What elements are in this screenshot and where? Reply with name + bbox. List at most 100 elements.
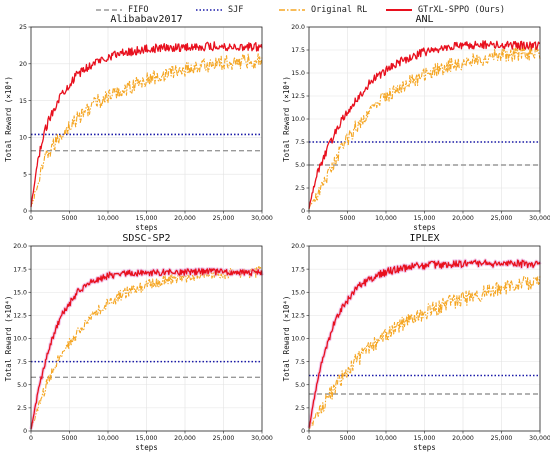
y-tick-label: 2.5 [295,185,305,192]
y-tick-label: 20.0 [291,24,305,31]
y-tick-label: 12.5 [291,93,305,100]
legend-item: SJF [195,3,243,17]
x-tick-label: 15,000 [414,215,436,222]
x-tick-label: 5000 [62,435,78,442]
legend-label: SJF [228,5,244,15]
legend-item: Original RL [278,3,367,17]
panel-title: IPLEX [409,233,439,244]
x-tick-label: 25,000 [491,215,513,222]
x-tick-label: 0 [29,215,33,222]
plot-frame [308,245,541,432]
y-tick-label: 15.0 [291,289,305,296]
y-tick-label: 25 [19,24,27,31]
y-tick-label: 0 [23,208,27,215]
y-tick-label: 0 [301,428,305,435]
y-tick-label: 5.0 [295,162,305,169]
panel-title: SDSC-SP2 [122,233,170,244]
x-tick-label: 5000 [340,215,356,222]
x-tick-label: 20,000 [174,435,196,442]
y-tick-label: 15.0 [13,289,27,296]
x-axis-label: steps [135,223,158,232]
x-tick-label: 10,000 [375,435,397,442]
x-tick-label: 10,000 [97,435,119,442]
x-tick-label: 30,000 [251,215,273,222]
series-line-gtrxl-sppo [30,268,263,430]
x-tick-label: 0 [29,435,33,442]
legend-label: FIFO [128,5,149,15]
y-tick-label: 10.0 [13,336,27,343]
x-tick-label: 25,000 [491,435,513,442]
x-tick-label: 30,000 [251,435,273,442]
y-tick-label: 10 [19,135,27,142]
x-tick-label: 20,000 [174,215,196,222]
series-line-gtrxl-sppo [308,259,541,428]
x-tick-label: 5000 [62,215,78,222]
legend-swatch [279,9,305,11]
chart-panel: 0 5000 10,000 15,000 20,000 25,000 30,000 0 5 10 1… [4,14,273,232]
plot-frame [30,245,263,432]
y-tick-label: 7.5 [295,359,305,366]
y-tick-label: 15 [19,98,27,105]
x-tick-label: 5000 [340,435,356,442]
chart-panel: 0 5000 10,000 15,000 20,000 25,000 30,000 0 2.5 5… [282,233,550,452]
y-tick-label: 20 [19,61,27,68]
plot-frame [308,26,541,212]
legend-swatch [196,9,222,11]
y-tick-label: 20.0 [291,243,305,250]
x-tick-label: 10,000 [375,215,397,222]
legend-swatch [96,9,122,11]
y-tick-label: 0 [301,208,305,215]
y-tick-label: 7.5 [295,139,305,146]
y-tick-label: 2.5 [295,405,305,412]
series-line-original-rl [308,275,541,429]
x-axis-label: steps [413,223,436,232]
legend-swatch [386,9,412,11]
y-tick-label: 12.5 [291,313,305,320]
chart-panel: 0 5000 10,000 15,000 20,000 25,000 30,000 0 2.5 5… [4,233,273,452]
x-tick-label: 15,000 [136,435,158,442]
series-line-gtrxl-sppo [308,40,541,209]
x-tick-label: 20,000 [452,215,474,222]
y-tick-label: 17.5 [13,266,27,273]
x-tick-label: 30,000 [529,215,550,222]
series-line-gtrxl-sppo [30,41,263,208]
y-tick-label: 10.0 [291,336,305,343]
y-axis-label: Total Reward (×10⁴) [4,296,13,382]
y-tick-label: 12.5 [13,313,27,320]
x-tick-label: 20,000 [452,435,474,442]
x-tick-label: 15,000 [136,215,158,222]
y-axis-label: Total Reward (×10⁴) [282,296,291,382]
y-tick-label: 5.0 [17,382,27,389]
y-axis-label: Total Reward (×10⁴) [4,76,13,162]
panel-title: ANL [415,14,433,25]
y-tick-label: 17.5 [291,266,305,273]
y-tick-label: 7.5 [17,359,27,366]
x-tick-label: 30,000 [529,435,550,442]
x-tick-label: 25,000 [213,215,235,222]
panel-title: Alibabav2017 [110,14,182,25]
legend-item: GTrXL-SPPO (Ours) [385,3,505,17]
plot-frame [30,26,263,212]
x-tick-label: 25,000 [213,435,235,442]
y-tick-label: 10.0 [291,116,305,123]
x-axis-label: steps [413,443,436,452]
x-tick-label: 0 [307,215,311,222]
y-tick-label: 5.0 [295,382,305,389]
y-tick-label: 15.0 [291,70,305,77]
y-tick-label: 5 [23,171,27,178]
legend-label: Original RL [311,5,368,15]
y-tick-label: 17.5 [291,47,305,54]
legend: FIFO SJF Original RL GTrXL-SPPO (Ours) [0,0,550,20]
series-line-original-rl [308,45,541,210]
legend-item: FIFO [95,3,148,17]
x-tick-label: 0 [307,435,311,442]
legend-label: GTrXL-SPPO (Ours) [418,5,505,15]
chart-panel: 0 5000 10,000 15,000 20,000 25,000 30,000 0 2.5 5… [282,14,550,232]
y-axis-label: Total Reward (×10⁴) [282,76,291,162]
y-tick-label: 0 [23,428,27,435]
y-tick-label: 2.5 [17,405,27,412]
x-tick-label: 10,000 [97,215,119,222]
x-tick-label: 15,000 [414,435,436,442]
x-axis-label: steps [135,443,158,452]
